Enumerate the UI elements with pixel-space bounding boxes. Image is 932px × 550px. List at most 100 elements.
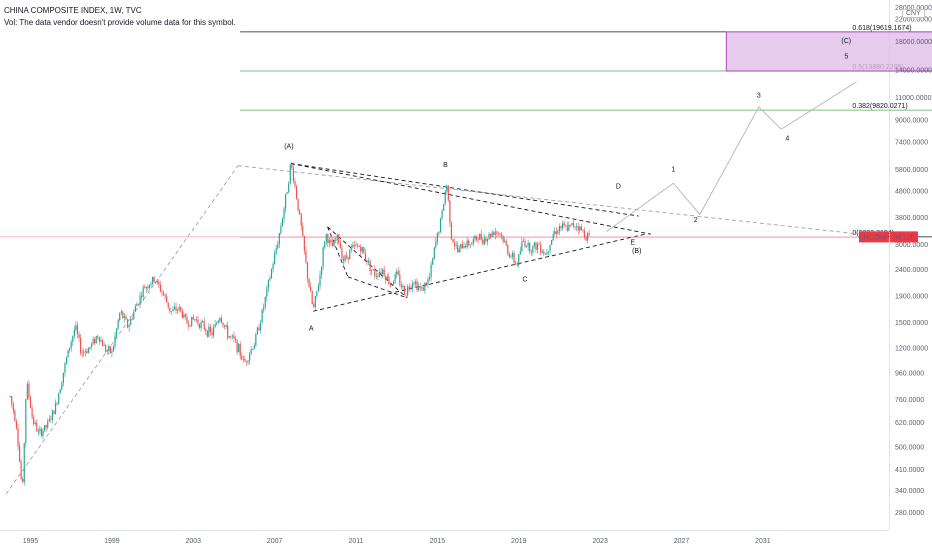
candle-body (214, 324, 216, 328)
price-tick-label: 7400.0000 (895, 140, 928, 147)
candle-body (466, 240, 468, 248)
candle-body (361, 247, 363, 252)
candle-body (280, 226, 282, 234)
fib-level-label: 0.618(19619.1674) (852, 25, 911, 32)
currency-badge[interactable]: CNY (902, 9, 925, 18)
candle-body (261, 309, 263, 323)
candle-body (504, 240, 506, 242)
candle-body (114, 335, 116, 347)
candle-body (123, 316, 126, 319)
candle-body (245, 361, 248, 363)
price-axis[interactable]: 22000.0000 18000.0000 14000.0000 11000.0000… (895, 5, 932, 517)
price-tick-label: 14000.0000 (895, 68, 932, 75)
candle-body (536, 243, 539, 250)
candle-body (181, 310, 183, 318)
candle-body (197, 319, 199, 324)
candle-body (233, 335, 235, 339)
candle-body (394, 274, 396, 282)
candle-body (58, 393, 60, 404)
wave-labels: (A) A B C D E(B) 1 2 3 4 5 (C) (284, 38, 851, 333)
candle-body (86, 351, 88, 354)
time-tick-label: 2007 (267, 538, 283, 545)
candle-body (377, 275, 379, 277)
candle-body (126, 319, 129, 328)
candle-body (356, 245, 359, 247)
candle-body (521, 241, 523, 252)
price-tick-label: 3800.0000 (895, 215, 928, 222)
candle-body (397, 271, 399, 275)
candle-body (148, 284, 151, 289)
candle-body (37, 431, 39, 433)
candle-body (436, 233, 438, 242)
candle-body (371, 269, 373, 272)
candle-body (141, 295, 143, 297)
candle-body (189, 325, 191, 327)
candle-body (161, 291, 163, 293)
candle-body (383, 269, 385, 277)
candle-body (496, 231, 498, 234)
candle-body (47, 421, 49, 428)
time-axis[interactable]: 1995 1999 2003 2007 2011 2015 2019 2023 2027 2031 (23, 538, 771, 545)
candle-body (83, 351, 85, 354)
candle-body (449, 200, 451, 224)
candle-body (281, 218, 284, 227)
candle-body (336, 234, 338, 241)
candle-body (172, 309, 174, 312)
candle-body (385, 276, 387, 281)
candle-body (569, 224, 571, 226)
candle-body (92, 338, 94, 344)
candle-body (416, 281, 418, 291)
candle-body (433, 247, 435, 259)
candle-body (147, 287, 149, 289)
candle-body (9, 396, 11, 397)
candle-body (20, 461, 22, 479)
time-tick-label: 2003 (185, 538, 201, 545)
candle-body (488, 233, 490, 240)
candle-body (400, 284, 402, 288)
candle-body (297, 198, 299, 211)
candle-body (219, 318, 221, 321)
price-tick-label: 340.0000 (895, 488, 924, 495)
wave-label: 4 (785, 136, 789, 143)
candle-body (167, 302, 169, 308)
candle-body (510, 256, 512, 258)
candle-body (331, 242, 334, 247)
candle-body (151, 276, 154, 284)
candle-body (186, 316, 188, 324)
candle-body (253, 345, 255, 350)
candle-body (12, 403, 14, 411)
price-tick-label: 960.0000 (895, 371, 924, 378)
candle-body (339, 242, 341, 249)
candle-body (61, 382, 63, 390)
candle-body (432, 258, 434, 265)
time-tick-label: 2023 (592, 538, 608, 545)
candle-body (344, 255, 346, 261)
candle-body (289, 164, 291, 184)
candle-body (213, 327, 215, 336)
candle-body (95, 336, 97, 344)
candle-body (558, 226, 561, 232)
candle-body (84, 351, 86, 353)
candle-body (469, 244, 471, 246)
candle-body (350, 247, 352, 250)
candle-body (119, 312, 121, 321)
wave-label: 1 (671, 167, 675, 174)
wave-label: A (309, 325, 314, 332)
candle-body (274, 253, 276, 265)
candle-body (364, 253, 366, 260)
candle-body (497, 233, 500, 234)
candle-body (175, 306, 177, 311)
candle-body (137, 303, 140, 305)
candle-body (319, 274, 321, 286)
candle-body (178, 306, 180, 311)
candle-body (244, 358, 246, 362)
candle-body (342, 258, 345, 261)
candle-body (441, 210, 443, 219)
candle-body (392, 281, 395, 285)
candle-body (125, 316, 127, 320)
candle-body (399, 274, 401, 285)
candle-body (460, 243, 462, 249)
candle-body (588, 233, 590, 235)
